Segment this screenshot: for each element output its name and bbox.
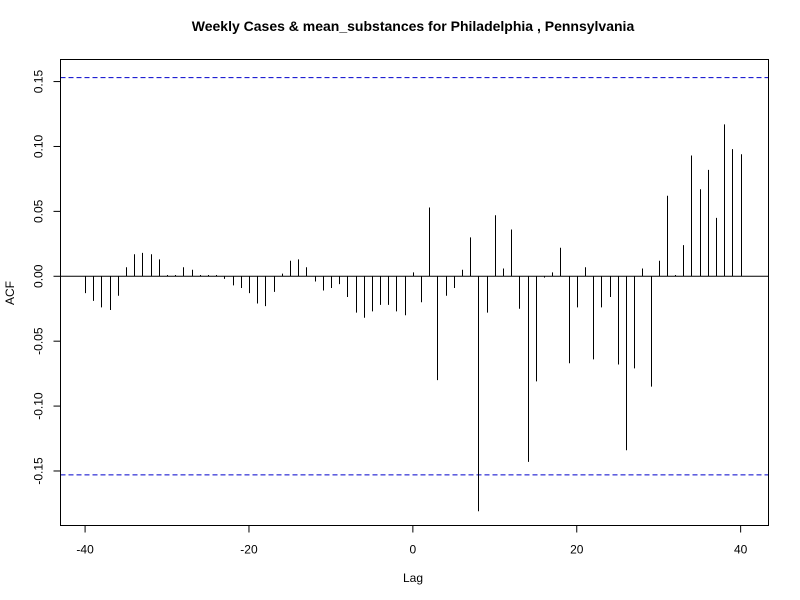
y-tick-label: 0.15 — [32, 70, 46, 94]
x-axis-label: Lag — [403, 571, 423, 585]
y-tick-label: -0.10 — [32, 392, 46, 420]
chart-title: Weekly Cases & mean_substances for Phila… — [192, 18, 635, 34]
x-tick-label: 40 — [734, 543, 748, 557]
y-tick-label: -0.05 — [32, 327, 46, 355]
x-tick-label: -20 — [240, 543, 258, 557]
x-axis: -40 -20 0 20 40 — [76, 525, 748, 557]
acf-bars — [85, 124, 742, 512]
y-tick-label: 0.00 — [32, 264, 46, 288]
y-axis: -0.15 -0.10 -0.05 0.00 0.05 0.10 0.15 — [32, 70, 61, 485]
y-tick-label: -0.15 — [32, 457, 46, 485]
x-tick-label: 20 — [570, 543, 584, 557]
y-axis-label: ACF — [3, 281, 17, 305]
x-tick-label: -40 — [76, 543, 94, 557]
x-tick-label: 0 — [410, 543, 417, 557]
y-tick-label: 0.10 — [32, 134, 46, 158]
plot-frame — [60, 59, 769, 526]
y-tick-label: 0.05 — [32, 199, 46, 223]
confidence-bands — [60, 77, 769, 476]
